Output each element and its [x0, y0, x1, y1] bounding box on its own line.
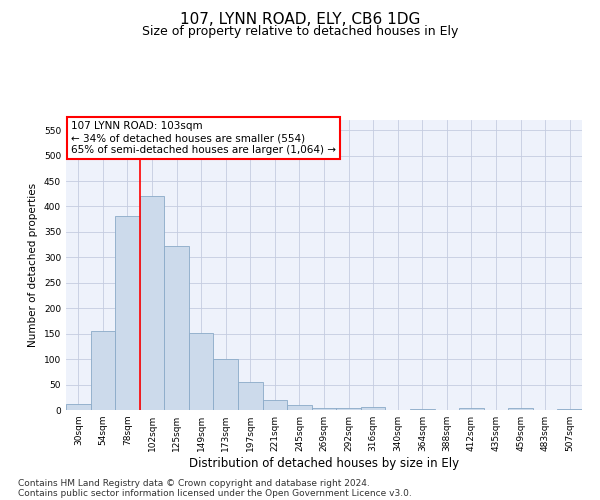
Bar: [287, 406, 312, 410]
Text: 107 LYNN ROAD: 103sqm
← 34% of detached houses are smaller (554)
65% of semi-det: 107 LYNN ROAD: 103sqm ← 34% of detached …: [71, 122, 336, 154]
Bar: [115, 216, 140, 410]
Text: Contains HM Land Registry data © Crown copyright and database right 2024.: Contains HM Land Registry data © Crown c…: [18, 478, 370, 488]
Bar: [238, 382, 263, 410]
Bar: [336, 408, 361, 410]
Bar: [140, 196, 164, 410]
Text: Size of property relative to detached houses in Ely: Size of property relative to detached ho…: [142, 25, 458, 38]
Bar: [312, 408, 336, 410]
Bar: [91, 331, 115, 410]
X-axis label: Distribution of detached houses by size in Ely: Distribution of detached houses by size …: [189, 457, 459, 470]
Bar: [508, 408, 533, 410]
Bar: [66, 404, 91, 410]
Bar: [164, 246, 189, 410]
Bar: [361, 408, 385, 410]
Text: 107, LYNN ROAD, ELY, CB6 1DG: 107, LYNN ROAD, ELY, CB6 1DG: [180, 12, 420, 28]
Text: Contains public sector information licensed under the Open Government Licence v3: Contains public sector information licen…: [18, 488, 412, 498]
Bar: [263, 400, 287, 410]
Bar: [410, 409, 434, 410]
Bar: [557, 409, 582, 410]
Y-axis label: Number of detached properties: Number of detached properties: [28, 183, 38, 347]
Bar: [214, 359, 238, 410]
Bar: [189, 332, 214, 410]
Bar: [459, 408, 484, 410]
